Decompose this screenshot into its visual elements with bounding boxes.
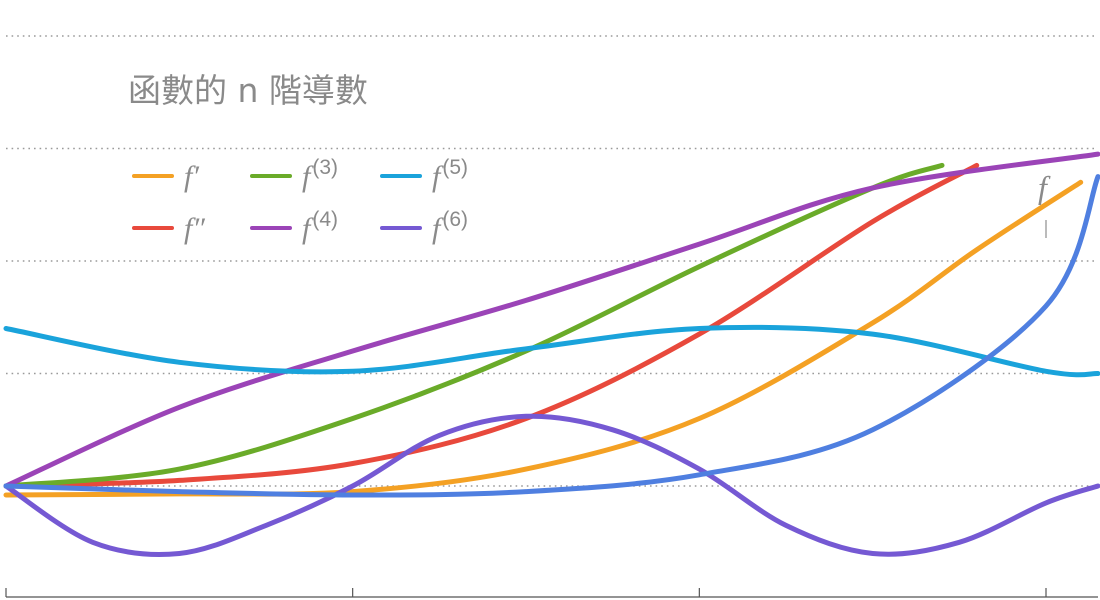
legend-label-superscript: (5) bbox=[442, 156, 468, 179]
legend-label-superscript: ′ bbox=[192, 160, 199, 193]
legend-label: f′ bbox=[184, 160, 199, 193]
legend: f′ f(3) f(5) f″ f(4) f(6) bbox=[132, 156, 468, 245]
legend-label-superscript: ″ bbox=[192, 212, 205, 245]
series-lines bbox=[3, 151, 1100, 557]
legend-item: f(4) bbox=[250, 208, 338, 245]
series-line-f4 bbox=[3, 151, 1100, 489]
legend-label-superscript: (3) bbox=[312, 156, 338, 179]
legend-item: f(5) bbox=[380, 156, 468, 193]
chart-title: 函數的 n 階導數 bbox=[128, 71, 368, 110]
legend-label: f(5) bbox=[432, 156, 468, 193]
x-axis bbox=[5, 588, 1098, 598]
series-line-f bbox=[3, 174, 1100, 498]
series-line-f5 bbox=[3, 324, 1100, 378]
legend-label: f(6) bbox=[432, 208, 468, 245]
legend-label: f(3) bbox=[302, 156, 338, 193]
series-line-f6 bbox=[3, 413, 1100, 557]
legend-label-superscript: (6) bbox=[442, 208, 468, 231]
legend-item: f′ bbox=[132, 160, 199, 193]
legend-label: f″ bbox=[184, 212, 205, 245]
series-line-f bbox=[3, 162, 980, 489]
legend-label: f(4) bbox=[302, 208, 338, 245]
legend-label-superscript: (4) bbox=[312, 208, 338, 231]
legend-item: f(6) bbox=[380, 208, 468, 245]
series-line-f3 bbox=[3, 162, 945, 489]
legend-item: f″ bbox=[132, 212, 205, 245]
legend-item: f(3) bbox=[250, 156, 338, 193]
